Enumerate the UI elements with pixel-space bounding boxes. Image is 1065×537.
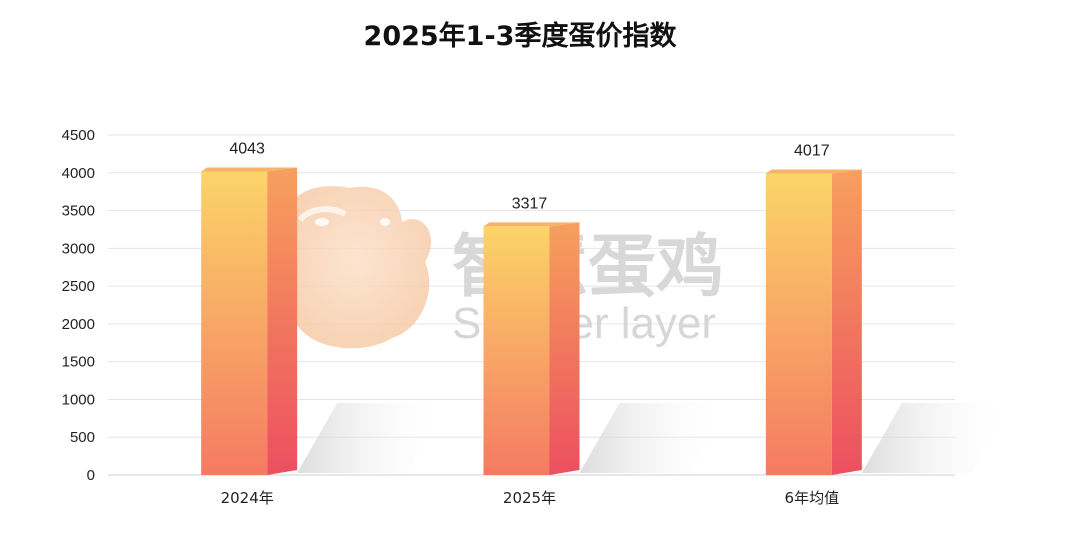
x-axis: 2024年 2025年 6年均值 — [221, 489, 840, 507]
bar-shadow — [297, 403, 448, 473]
x-tick-label: 6年均值 — [785, 489, 840, 507]
y-tick-label: 1500 — [62, 354, 95, 371]
bar-side — [267, 167, 298, 476]
bar-0: 4043 — [201, 141, 448, 476]
bar-front — [765, 173, 832, 475]
source-text: 大数跨境 — [54, 508, 118, 527]
bar-front — [483, 226, 550, 475]
bar-top — [765, 169, 862, 174]
chart-title: 2025年1-3季度蛋价指数 — [364, 20, 678, 52]
y-tick-label: 2500 — [62, 278, 95, 295]
y-axis: 0 500 1000 1500 2000 2500 3000 3500 4000 4500 — [62, 127, 95, 484]
bar-front — [201, 171, 268, 476]
x-tick-label: 2025年 — [503, 489, 556, 507]
y-tick-label: 0 — [87, 467, 95, 484]
bar-top — [201, 167, 298, 172]
data-label: 4017 — [794, 142, 830, 159]
y-tick-label: 3500 — [62, 203, 95, 220]
y-tick-label: 500 — [70, 429, 95, 446]
bar-2: 4017 — [765, 142, 1012, 475]
y-tick-label: 4000 — [62, 165, 95, 182]
data-label: 3317 — [512, 195, 548, 212]
y-tick-label: 4500 — [62, 127, 95, 144]
source-watermark: 大数跨境 — [9, 504, 118, 527]
bars: 4043 3317 4017 — [201, 141, 1012, 476]
data-label: 4043 — [229, 141, 265, 158]
chick-logo-icon — [281, 186, 432, 349]
x-tick-label: 2024年 — [221, 489, 274, 507]
bar-shadow — [579, 403, 730, 473]
y-tick-label: 2000 — [62, 316, 95, 333]
bar-top — [483, 222, 580, 227]
y-tick-label: 3000 — [62, 240, 95, 257]
bar-1: 3317 — [483, 195, 730, 475]
y-tick-label: 1000 — [62, 391, 95, 408]
bar-shadow — [861, 403, 1012, 473]
bar-side — [831, 169, 862, 475]
bar-side — [549, 222, 580, 475]
source-logo-icon — [9, 504, 47, 527]
